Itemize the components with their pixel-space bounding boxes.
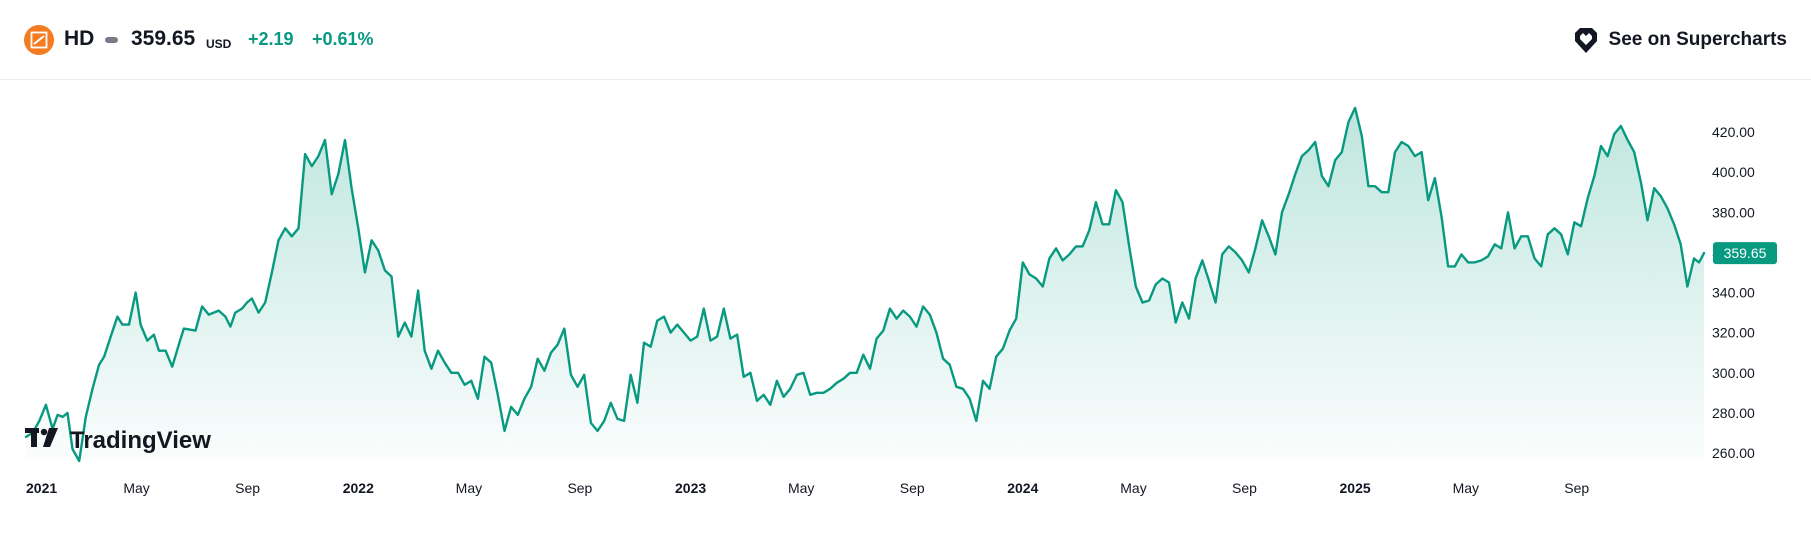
price-axis-tick: 280.00 (1712, 405, 1755, 421)
price-currency: USD (206, 37, 232, 51)
price-axis-tick: 260.00 (1712, 445, 1755, 461)
time-axis-tick: 2022 (343, 480, 374, 496)
tradingview-logo-icon (25, 428, 58, 447)
symbol-header: HD 359.65 USD +2.19 +0.61% See on Superc… (0, 0, 1811, 80)
time-axis-tick: Sep (1564, 480, 1589, 496)
time-axis-tick: Sep (235, 480, 260, 496)
time-axis-tick: May (788, 480, 814, 496)
price-axis-tick: 380.00 (1712, 204, 1755, 220)
tradingview-wordmark: TradingView (70, 427, 211, 454)
home-depot-logo-icon (24, 25, 54, 55)
last-price-tag-label: 359.65 (1724, 245, 1767, 261)
price-change-percent: +0.61% (312, 29, 374, 49)
time-axis-tick: 2024 (1007, 480, 1038, 496)
price-area-fill (26, 107, 1704, 462)
home-depot-logo-icon (30, 31, 48, 49)
price-change: +2.19 (248, 29, 294, 49)
price-axis-tick: 400.00 (1712, 164, 1755, 180)
time-axis-tick: 2021 (26, 480, 57, 496)
price-axis[interactable]: 420.00400.00380.00360.00340.00320.00300.… (1712, 124, 1755, 461)
price-chart[interactable]: TradingView 420.00400.00380.00360.00340.… (0, 80, 1811, 540)
time-axis-tick: Sep (1232, 480, 1257, 496)
see-on-supercharts-link[interactable]: See on Supercharts (1571, 25, 1787, 55)
plot-area (24, 106, 1706, 463)
time-axis-tick: 2023 (675, 480, 706, 496)
price-axis-tick: 300.00 (1712, 365, 1755, 381)
ticker-symbol: HD (64, 27, 95, 50)
price-axis-tick: 340.00 (1712, 285, 1755, 301)
price-axis-tick: 320.00 (1712, 325, 1755, 341)
last-price: 359.65 (131, 27, 196, 50)
tradingview-watermark: TradingView (25, 427, 211, 454)
market-status-dash-icon (105, 37, 118, 43)
time-axis-tick: Sep (900, 480, 925, 496)
see-on-supercharts-label: See on Supercharts (1608, 29, 1787, 50)
time-axis-tick: May (123, 480, 149, 496)
last-price-tag: 359.65 (1713, 242, 1777, 265)
time-axis[interactable]: 2021 May Sep 2022 May Sep 2023 May Sep 2024 May Sep… (26, 480, 1589, 496)
price-axis-tick: 420.00 (1712, 124, 1755, 140)
price-line (24, 106, 1706, 463)
time-axis-tick: Sep (567, 480, 592, 496)
supercharts-icon (1574, 28, 1597, 53)
time-axis-tick: May (456, 480, 482, 496)
time-axis-tick: May (1453, 480, 1479, 496)
time-axis-tick: May (1120, 480, 1146, 496)
time-axis-tick: 2025 (1340, 480, 1371, 496)
